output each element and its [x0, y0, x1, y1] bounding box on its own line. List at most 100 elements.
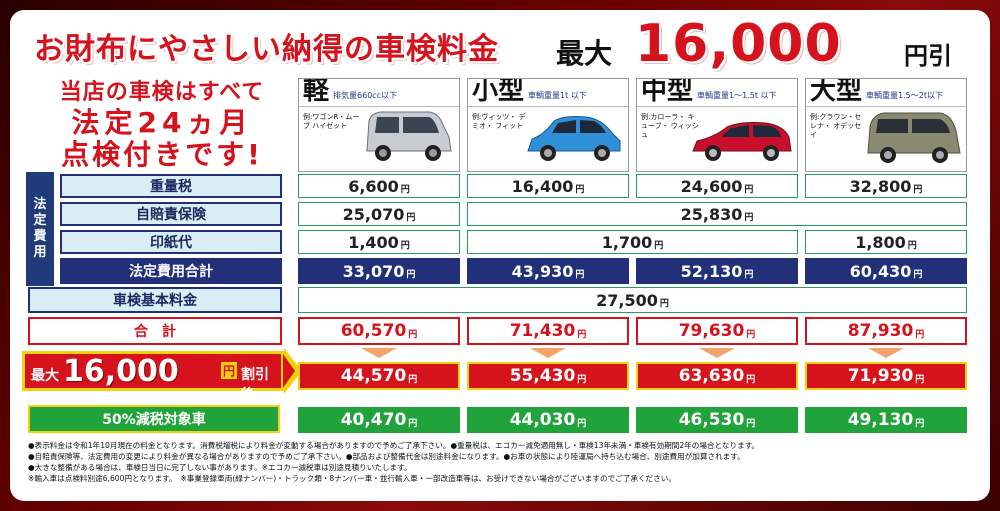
- row-label-legal-total: 法定費用合計: [60, 258, 282, 284]
- down-arrow-icon: [699, 348, 735, 358]
- down-arrow-icon: [868, 348, 904, 358]
- car-header: 中型 車輌重量1～1.5t 以下: [637, 79, 797, 107]
- footnote-line: ●自賠責保険等、法定費用の変更により料金が異なる場合がありますので予めご了承下さ…: [28, 452, 745, 461]
- price-value: 6,600: [348, 176, 399, 196]
- sidebar-char: 費: [33, 229, 47, 244]
- discount-after: 割引後: [241, 367, 269, 403]
- yen-unit: 円: [577, 330, 587, 340]
- yen-unit: 円: [915, 375, 925, 385]
- cell-eco-medium: 46,530 円: [636, 407, 798, 433]
- row-label-total: 合 計: [28, 317, 282, 345]
- yen-unit: 円: [577, 375, 587, 385]
- yen-unit: 円: [913, 185, 923, 195]
- row-label-insurance: 自賠責保険: [60, 202, 282, 226]
- cell-discounted-large: 71,930 円: [805, 362, 967, 390]
- car-class-weight: 車輌重量1t 以下: [528, 91, 587, 100]
- price-value: 46,530: [678, 410, 745, 430]
- kei-car-icon: [366, 111, 452, 161]
- yen-unit: 円: [408, 419, 418, 429]
- price-value: 44,570: [340, 366, 407, 386]
- car-header: 大型 車輌重量1.5～2t以下: [806, 79, 966, 107]
- yen-unit: 円: [654, 241, 664, 251]
- right-arrow-inner: [283, 354, 295, 388]
- car-class-weight: 排気量660cc以下: [333, 91, 398, 100]
- yen-unit: 円: [746, 419, 756, 429]
- cell-weight-tax-medium: 24,600 円: [636, 174, 798, 198]
- price-value: 25,830: [680, 204, 743, 224]
- yen-unit: 円: [406, 270, 416, 280]
- sidebar-char: 用: [33, 245, 47, 260]
- price-value: 33,070: [342, 261, 405, 281]
- yen-unit: 円: [400, 185, 410, 195]
- cell-total-medium: 79,630 円: [636, 317, 798, 345]
- car-column-small: 小型 車輌重量1t 以下 例:ヴィッツ・ デミオ・ フィット: [467, 78, 629, 172]
- yen-unit: 円: [746, 330, 756, 340]
- callout-line-1: 当店の車検はすべて: [59, 80, 265, 105]
- price-value: 25,070: [342, 204, 405, 224]
- yen-unit: 円: [744, 270, 754, 280]
- discount-unit: 円: [221, 362, 238, 379]
- callout-line-3: 点検付きです!: [61, 138, 263, 171]
- price-value: 1,800: [855, 232, 906, 252]
- yen-unit: 円: [915, 419, 925, 429]
- price-value: 60,430: [849, 261, 912, 281]
- price-value: 71,430: [509, 321, 576, 341]
- price-value: 16,400: [511, 176, 574, 196]
- price-value: 63,630: [678, 366, 745, 386]
- footnote-line: ●表示料金は令和1年10月現在の料金となります。消費税増税により料金が変動する場…: [28, 441, 760, 450]
- cell-base-fee: 27,500 円: [298, 287, 967, 313]
- down-arrow-icon: [361, 348, 397, 358]
- car-column-medium: 中型 車輌重量1～1.5t 以下 例:カローラ・ キューブ・ ウィッシュ: [636, 78, 798, 172]
- price-value: 1,700: [601, 232, 653, 252]
- yen-unit: 円: [913, 270, 923, 280]
- yen-unit: 円: [408, 330, 418, 340]
- max-discount-suffix: 円引: [904, 42, 952, 70]
- cell-total-small: 71,430 円: [467, 317, 629, 345]
- cell-weight-tax-large: 32,800 円: [805, 174, 967, 198]
- footnote-line: ※輸入車は点検料別途6,600円となります。 ※事業登録車両(緑ナンバー)・トラ…: [28, 474, 676, 483]
- discount-prefix: 最大: [31, 368, 59, 384]
- car-column-kei: 軽 排気量660cc以下 例:ワゴンR・ムーブ ハイゼット: [298, 78, 460, 172]
- cell-legal-total-kei: 33,070 円: [298, 258, 460, 284]
- inspection-callout: 当店の車検はすべて 法定24ヵ月 点検付きです!: [34, 74, 290, 170]
- price-value: 49,130: [847, 410, 914, 430]
- cell-stamp-kei: 1,400 円: [298, 230, 460, 254]
- yen-unit: 円: [915, 330, 925, 340]
- cell-stamp-small-medium: 1,700 円: [467, 230, 798, 254]
- sidebar-char: 法: [33, 197, 47, 212]
- car-class-name: 軽: [303, 78, 330, 106]
- car-class-weight: 車輌重量1.5～2t以下: [866, 91, 943, 100]
- cell-total-kei: 60,570 円: [298, 317, 460, 345]
- car-example-models: 例:カローラ・ キューブ・ ウィッシュ: [641, 113, 699, 139]
- yen-unit: 円: [577, 419, 587, 429]
- price-value: 71,930: [847, 366, 914, 386]
- cell-stamp-large: 1,800 円: [805, 230, 967, 254]
- discount-amount: 16,000: [63, 354, 179, 389]
- cell-eco-small: 44,030 円: [467, 407, 629, 433]
- medium-car-icon: [692, 122, 792, 161]
- price-value: 40,470: [340, 410, 407, 430]
- cell-weight-tax-kei: 6,600 円: [298, 174, 460, 198]
- price-value: 43,930: [511, 261, 574, 281]
- car-class-name: 大型: [810, 78, 863, 106]
- footnotes: ●表示料金は令和1年10月現在の料金となります。消費税増税により料金が変動する場…: [28, 440, 968, 484]
- price-value: 87,930: [847, 321, 914, 341]
- row-label-stamp: 印紙代: [60, 230, 282, 254]
- car-example-models: 例:ヴィッツ・ デミオ・ フィット: [472, 113, 526, 130]
- row-label-discounted: 最大 16,000 円 割引後: [22, 351, 284, 403]
- cell-insurance-others: 25,830 円: [467, 202, 967, 226]
- footnote-line: ●大きな整備がある場合は、車検日当日に完了しない事があります。※エコカー減税車は…: [28, 463, 412, 472]
- cell-total-large: 87,930 円: [805, 317, 967, 345]
- yen-unit: 円: [744, 213, 754, 223]
- yen-unit: 円: [575, 185, 585, 195]
- car-class-name: 中型: [641, 78, 694, 106]
- row-label-weight-tax: 重量税: [60, 174, 282, 198]
- yen-unit: 円: [575, 270, 585, 280]
- yen-unit: 円: [408, 375, 418, 385]
- yen-unit: 円: [907, 241, 917, 251]
- large-car-icon: [867, 112, 961, 163]
- car-class-weight: 車輌重量1～1.5t 以下: [697, 91, 777, 100]
- row-label-eco: 50%減税対象車: [28, 405, 280, 433]
- car-header: 小型 車輌重量1t 以下: [468, 79, 628, 107]
- price-value: 1,400: [348, 232, 399, 252]
